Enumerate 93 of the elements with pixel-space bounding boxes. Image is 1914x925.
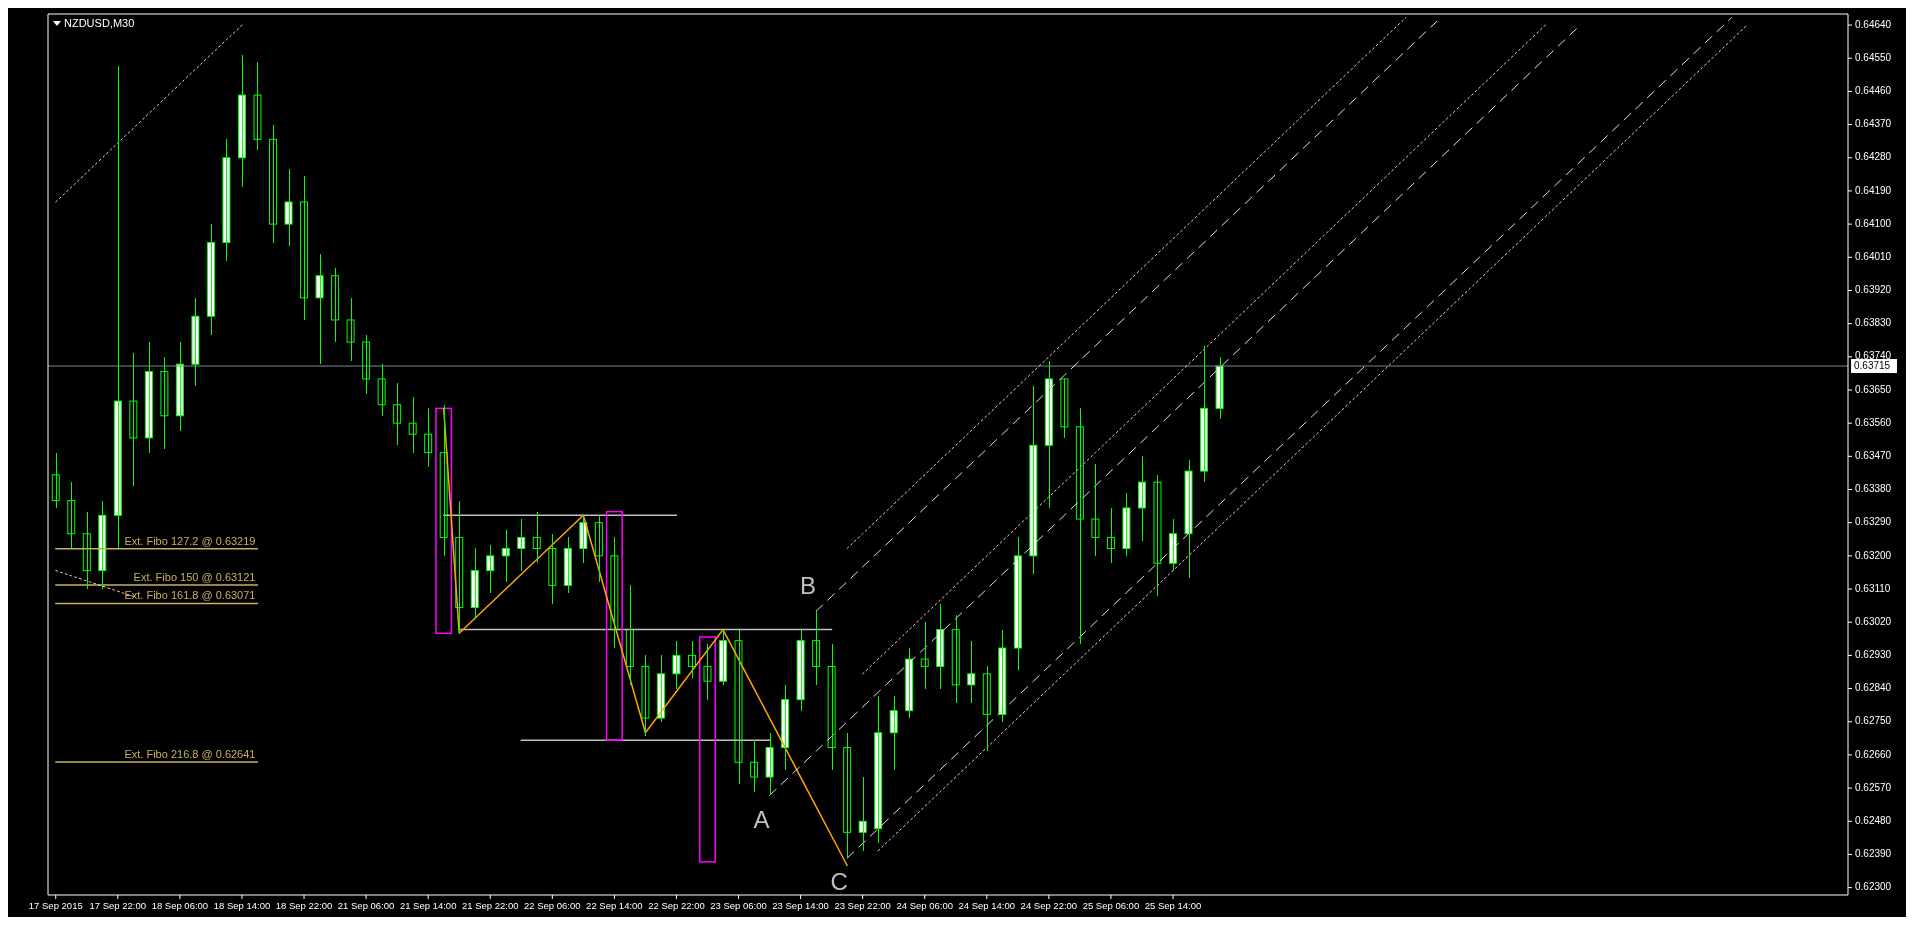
candlestick <box>610 536 619 649</box>
y-tick-label: 0.64190 <box>1855 184 1892 196</box>
candlestick <box>703 643 712 701</box>
candlestick <box>1137 455 1146 542</box>
line-series <box>442 407 848 867</box>
y-tick-label: 0.63380 <box>1855 483 1892 495</box>
y-tick-label: 0.62390 <box>1855 848 1892 860</box>
candlestick <box>1060 378 1069 439</box>
x-tick-label: 17 Sep 2015 <box>28 900 83 911</box>
bar <box>698 636 716 863</box>
candlestick <box>1091 462 1100 557</box>
candlestick <box>1184 459 1193 579</box>
x-tick-label: 23 Sep 22:00 <box>834 900 891 911</box>
y-tick-label: 0.63560 <box>1855 416 1892 428</box>
candlestick <box>827 643 836 771</box>
x-tick-label: 22 Sep 06:00 <box>524 900 581 911</box>
candlestick <box>315 252 324 365</box>
candlestick <box>750 739 759 793</box>
candlestick <box>377 363 386 417</box>
y-tick-label: 0.63470 <box>1855 449 1892 461</box>
series-label: Ext. Fibo 216.8 @ 0.62641 <box>124 747 256 760</box>
x-tick-label: 24 Sep 14:00 <box>958 900 1016 911</box>
bar <box>435 407 453 635</box>
y-tick-label: 0.63020 <box>1855 615 1892 627</box>
y-tick-label: 0.63830 <box>1855 317 1892 329</box>
candlestick <box>967 639 976 705</box>
x-tick-label: 21 Sep 22:00 <box>461 900 519 911</box>
candlestick <box>222 138 231 262</box>
x-tick-label: 23 Sep 06:00 <box>710 900 767 911</box>
line-series <box>815 20 1438 612</box>
bar <box>605 510 623 741</box>
x-tick-label: 21 Sep 06:00 <box>337 900 395 911</box>
candlestick <box>501 529 510 583</box>
candlestick <box>672 639 681 690</box>
y-tick-label: 0.64370 <box>1855 118 1892 130</box>
data-label: C <box>830 868 848 896</box>
x-tick-label: 23 Sep 14:00 <box>772 900 829 911</box>
candlestick <box>1153 474 1162 598</box>
x-tick-label: 22 Sep 14:00 <box>586 900 643 911</box>
candlestick <box>1122 492 1131 557</box>
candlestick <box>1215 356 1224 421</box>
y-tick-label: 0.63110 <box>1855 582 1891 594</box>
y-tick-label: 0.62660 <box>1855 748 1892 760</box>
candlestick <box>641 654 650 738</box>
chart-title: NZDUSD,M30 <box>64 17 135 29</box>
candlestick <box>765 732 774 797</box>
ref-line-label: 0.63715 <box>1854 359 1891 371</box>
candlestick <box>253 61 262 152</box>
candlestick <box>486 544 495 594</box>
y-tick-label: 0.63290 <box>1855 516 1892 528</box>
series-label: Ext. Fibo 127.2 @ 0.63219 <box>124 534 256 547</box>
candlestick <box>129 352 138 487</box>
y-tick-label: 0.64460 <box>1855 85 1892 97</box>
candlestick <box>160 356 169 450</box>
y-tick-label: 0.64010 <box>1855 250 1892 262</box>
candlestick <box>734 628 743 786</box>
y-tick-label: 0.62750 <box>1855 715 1892 727</box>
x-tick-label: 25 Sep 06:00 <box>1082 900 1140 911</box>
y-tick-label: 0.62570 <box>1855 781 1892 793</box>
candlestick <box>191 297 200 388</box>
y-tick-label: 0.64640 <box>1855 18 1892 30</box>
x-tick-label: 18 Sep 14:00 <box>213 900 271 911</box>
x-tick-label: 24 Sep 06:00 <box>896 900 953 911</box>
line-series <box>769 28 1577 796</box>
x-tick-label: 18 Sep 06:00 <box>151 900 209 911</box>
x-tick-label: 22 Sep 22:00 <box>648 900 705 911</box>
candlestick <box>284 168 293 247</box>
y-tick-label: 0.64280 <box>1855 151 1892 163</box>
y-tick-label: 0.62300 <box>1855 881 1892 893</box>
line-series <box>846 17 1407 549</box>
candlestick <box>393 381 402 447</box>
x-tick-label: 21 Sep 14:00 <box>399 900 457 911</box>
candlestick <box>920 621 929 690</box>
y-tick-label: 0.63740 <box>1855 350 1892 362</box>
y-tick-label: 0.64100 <box>1855 217 1892 229</box>
candlestick <box>346 297 355 362</box>
series-label: Ext. Fibo 150 @ 0.63121 <box>133 570 256 583</box>
x-tick-label: 17 Sep 22:00 <box>89 900 147 911</box>
line-series <box>862 24 1546 675</box>
data-label: B <box>800 571 817 599</box>
x-tick-label: 25 Sep 14:00 <box>1144 900 1202 911</box>
x-tick-label: 24 Sep 22:00 <box>1020 900 1078 911</box>
y-tick-label: 0.62930 <box>1855 649 1892 661</box>
candlestick <box>796 628 805 712</box>
y-tick-label: 0.63920 <box>1855 284 1892 296</box>
y-tick-label: 0.62840 <box>1855 682 1892 694</box>
y-tick-label: 0.63650 <box>1855 383 1892 395</box>
data-label: A <box>753 805 770 833</box>
y-tick-label: 0.62480 <box>1855 814 1892 826</box>
y-tick-label: 0.64550 <box>1855 51 1892 63</box>
x-tick-label: 18 Sep 22:00 <box>275 900 333 911</box>
y-tick-label: 0.63200 <box>1855 549 1892 561</box>
series-label: Ext. Fibo 161.8 @ 0.63071 <box>124 589 256 602</box>
